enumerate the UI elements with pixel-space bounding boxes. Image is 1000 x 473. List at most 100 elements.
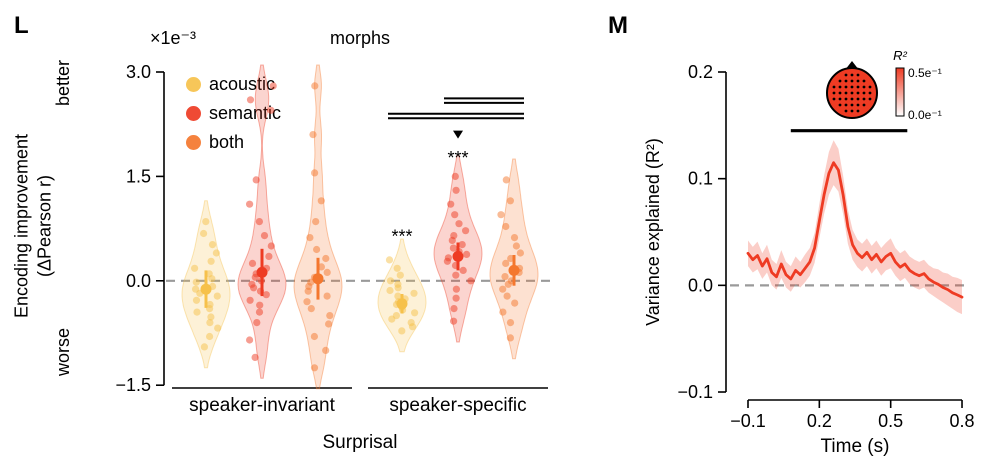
data-point <box>307 278 315 286</box>
electrode-dot <box>868 91 872 95</box>
legend: acoustic semantic both <box>186 74 281 152</box>
data-point <box>398 327 406 335</box>
data-point <box>451 211 459 219</box>
panel-M-xlabel: Time (s) <box>820 436 890 457</box>
violin-body <box>293 64 343 390</box>
group-label: speaker-specific <box>389 395 526 416</box>
data-point <box>506 334 514 342</box>
data-point <box>458 241 466 249</box>
data-point <box>311 169 319 177</box>
y-scale-label: ×1e⁻³ <box>150 28 197 48</box>
y-tick-label: −1.5 <box>115 375 151 395</box>
data-point <box>502 259 510 267</box>
data-point <box>393 264 401 272</box>
data-point <box>502 222 510 231</box>
data-point <box>455 220 463 228</box>
y-tick-label: 3.0 <box>126 62 151 82</box>
panel-L-letter: L <box>14 12 29 39</box>
data-point <box>450 232 458 240</box>
x-tick-label: 0.5 <box>878 411 903 431</box>
data-point <box>516 249 525 257</box>
data-point <box>386 277 395 285</box>
data-point <box>512 242 521 250</box>
data-point <box>208 241 217 249</box>
data-point <box>191 264 199 272</box>
legend-label-both: both <box>209 131 245 152</box>
data-point <box>410 289 418 297</box>
data-point <box>207 313 215 321</box>
y-tick-label: 0.1 <box>688 169 713 189</box>
legend-dot-both <box>186 134 201 150</box>
electrode-dot <box>850 97 854 101</box>
mean-dot <box>312 273 324 285</box>
data-point <box>447 200 455 208</box>
data-point <box>200 229 208 238</box>
electrode-dot <box>862 97 866 101</box>
data-point <box>307 305 315 313</box>
electrode-dot <box>862 91 866 95</box>
data-point <box>303 298 311 306</box>
violin-acoustic-speaker-specific <box>377 238 427 353</box>
electrode-dot <box>832 85 836 89</box>
electrode-dot <box>856 103 860 107</box>
data-point <box>451 172 459 180</box>
data-point <box>246 200 254 208</box>
y-tick-label: 0.0 <box>688 275 713 295</box>
legend-item-both: both <box>186 132 281 152</box>
violin-semantic-speaker-specific <box>433 155 483 343</box>
data-point <box>213 292 221 300</box>
data-point <box>312 218 320 226</box>
topomap-inset <box>826 61 878 119</box>
data-point <box>269 82 277 90</box>
legend-dot-semantic <box>186 105 201 121</box>
confidence-band <box>748 140 962 315</box>
x-tick-label: −0.1 <box>730 411 766 431</box>
violin-both-speaker-invariant <box>293 64 343 390</box>
data-point <box>501 273 509 281</box>
data-point <box>256 301 264 309</box>
mean-dot <box>508 264 520 276</box>
data-point <box>207 257 215 265</box>
group-label: speaker-invariant <box>189 395 335 416</box>
electrode-dot <box>844 91 848 95</box>
data-point <box>267 242 275 250</box>
electrode-dot <box>844 85 848 89</box>
data-point <box>322 346 330 354</box>
violin-plot-canvas: 3.0 1.5 0.0 −1.5 speaker-invariant speaker-sp… <box>115 62 552 416</box>
electrode-dot <box>850 103 854 107</box>
mean-dot <box>256 266 268 278</box>
data-point <box>313 245 321 254</box>
y-tick-label: −0.1 <box>677 382 713 402</box>
electrode-dot <box>862 103 866 107</box>
colorbar-title: R² <box>893 48 907 63</box>
data-point <box>452 285 460 293</box>
electrode-dot <box>862 79 866 83</box>
data-point <box>251 353 259 361</box>
data-point <box>444 254 452 262</box>
electrode-dot <box>838 85 842 89</box>
electrode-dot <box>856 79 860 83</box>
data-point <box>452 294 460 302</box>
y-tick-label: 1.5 <box>126 166 151 186</box>
electrode-dot <box>838 79 842 83</box>
data-point <box>385 256 394 264</box>
data-point <box>502 176 510 184</box>
electrode-dot <box>862 85 866 89</box>
panel-M-letter: M <box>608 12 628 39</box>
data-point <box>253 319 261 327</box>
data-point <box>503 292 511 300</box>
data-point <box>407 319 415 327</box>
data-point <box>246 96 255 104</box>
mean-dot <box>396 298 408 310</box>
data-point <box>322 254 330 263</box>
legend-dot-acoustic <box>186 76 201 92</box>
electrode-dot <box>838 91 842 95</box>
electrode-dot <box>856 109 860 113</box>
colorbar-min-label: 0.0e⁻¹ <box>908 108 942 122</box>
electrode-dot <box>850 79 854 83</box>
data-point <box>317 197 325 205</box>
data-point <box>317 263 325 271</box>
triangle-marker <box>453 130 463 139</box>
data-point <box>462 227 470 235</box>
